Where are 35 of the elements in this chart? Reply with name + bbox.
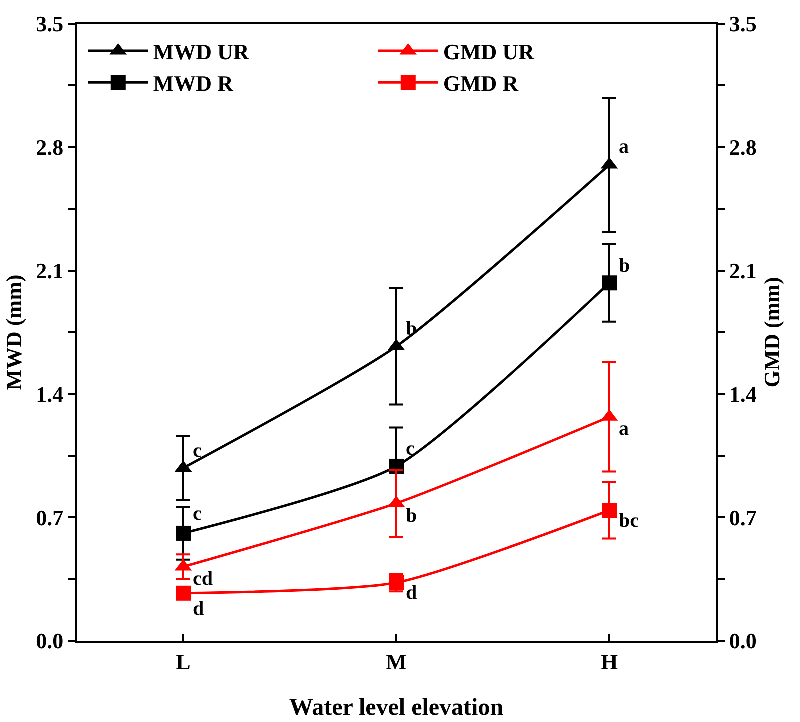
annotation: a: [619, 418, 629, 440]
annotation: c: [406, 438, 415, 460]
x-axis-title: Water level elevation: [289, 695, 504, 722]
y-tick-label: 2.1: [36, 258, 64, 284]
y2-tick-label: 3.5: [729, 12, 757, 37]
y2-tick-label: 2.8: [729, 135, 757, 160]
y-tick-label: 3.5: [36, 12, 64, 37]
y-tick-label: 0.7: [36, 505, 64, 530]
annotation: d: [406, 582, 418, 604]
annotation: b: [619, 255, 630, 277]
x-tick-label: L: [176, 649, 191, 674]
annotation: c: [193, 440, 202, 462]
annotation: d: [193, 598, 204, 620]
y2-tick-label: 0.7: [729, 505, 757, 530]
annotation: b: [406, 505, 418, 527]
y-tick-label: 2.8: [36, 135, 64, 160]
annotation: a: [619, 136, 629, 158]
y-axis-title: MWD (mm): [1, 274, 26, 390]
y2-tick-label: 2.1: [729, 258, 757, 284]
legend-label: GMD UR: [443, 40, 536, 65]
x-tick-label: M: [386, 649, 408, 674]
y-tick-label: 0.0: [36, 628, 64, 654]
legend-label: MWD UR: [153, 40, 250, 65]
annotation: cd: [193, 568, 213, 590]
annotation: c: [193, 503, 202, 525]
legend-label: GMD R: [443, 71, 520, 96]
legend-label: MWD R: [153, 71, 235, 96]
y2-tick-label: 1.4: [729, 382, 757, 407]
point: [602, 276, 617, 291]
annotation: bc: [619, 510, 640, 532]
y2-tick-label: 0.0: [729, 628, 757, 654]
y2-axis-title: GMD (mm): [759, 277, 784, 388]
point: [176, 526, 191, 541]
x-tick-label: H: [600, 649, 618, 674]
y-tick-label: 1.4: [36, 382, 64, 407]
